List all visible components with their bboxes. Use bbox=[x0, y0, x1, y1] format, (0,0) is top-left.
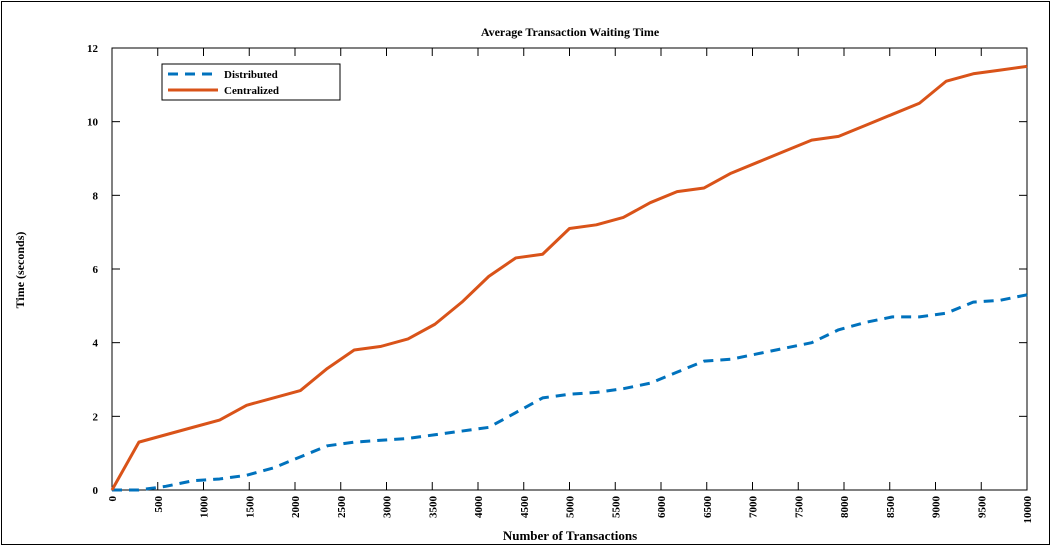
x-tick-label: 10000 bbox=[1022, 496, 1034, 524]
x-tick-label: 5000 bbox=[565, 496, 577, 519]
x-tick-label: 0 bbox=[107, 496, 119, 502]
series-line bbox=[112, 293, 1028, 492]
x-tick-label: 1500 bbox=[244, 496, 256, 519]
x-tick-label: 1000 bbox=[199, 496, 211, 519]
x-tick-label: 5500 bbox=[610, 496, 622, 519]
legend-box bbox=[161, 63, 341, 101]
x-tick-label: 8000 bbox=[839, 496, 851, 519]
x-tick-label: 8500 bbox=[885, 496, 897, 519]
legend-label: Distributed bbox=[224, 69, 278, 81]
y-tick-label: 6 bbox=[93, 264, 99, 276]
series-line bbox=[110, 64, 1028, 491]
x-tick-label: 6000 bbox=[656, 496, 668, 519]
y-tick-label: 4 bbox=[93, 338, 99, 350]
x-tick-label: 7000 bbox=[748, 496, 760, 519]
x-tick-label: 3000 bbox=[382, 496, 394, 519]
y-tick-label: 10 bbox=[87, 117, 99, 129]
y-tick-label: 12 bbox=[87, 43, 99, 55]
x-tick-label: 6500 bbox=[702, 496, 714, 519]
x-tick-label: 2000 bbox=[290, 496, 302, 519]
y-tick-label: 8 bbox=[93, 190, 99, 202]
x-tick-label: 4000 bbox=[473, 496, 485, 519]
chart-title: Average Transaction Waiting Time bbox=[481, 25, 660, 39]
x-tick-label: 2500 bbox=[336, 496, 348, 519]
legend-label: Centralized bbox=[224, 85, 279, 97]
y-tick-label: 0 bbox=[93, 485, 99, 497]
x-tick-label: 9500 bbox=[976, 496, 988, 519]
x-tick-label: 500 bbox=[153, 496, 165, 513]
y-axis-label: Time (seconds) bbox=[13, 232, 27, 309]
x-tick-label: 7500 bbox=[793, 496, 805, 519]
x-axis-label: Number of Transactions bbox=[503, 528, 637, 543]
x-tick-label: 3500 bbox=[427, 496, 439, 519]
y-tick-label: 2 bbox=[93, 411, 99, 423]
x-tick-label: 9000 bbox=[931, 496, 943, 519]
x-tick-label: 4500 bbox=[519, 496, 531, 519]
